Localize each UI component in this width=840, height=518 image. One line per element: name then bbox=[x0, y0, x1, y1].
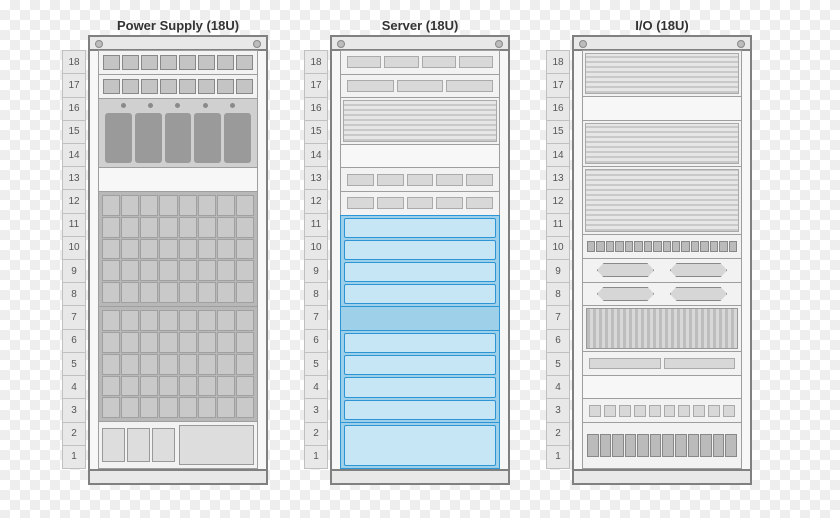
rack-unit-fan-panel bbox=[98, 98, 258, 169]
rack-power: Power Supply (18U) 1234567891011121314151… bbox=[88, 18, 268, 518]
u-label: 6 bbox=[304, 329, 328, 353]
u-label: 6 bbox=[546, 329, 570, 353]
rack-unit-slots bbox=[340, 74, 500, 99]
u-label: 15 bbox=[62, 120, 86, 144]
u-label: 12 bbox=[546, 189, 570, 213]
u-label: 12 bbox=[304, 189, 328, 213]
u-label: 5 bbox=[304, 352, 328, 376]
u-label: 16 bbox=[546, 97, 570, 121]
u-label: 3 bbox=[546, 398, 570, 422]
u-label: 17 bbox=[62, 73, 86, 97]
rack-unit-blank-hi bbox=[340, 306, 500, 331]
u-label: 3 bbox=[62, 398, 86, 422]
u-label: 3 bbox=[304, 398, 328, 422]
u-label: 10 bbox=[304, 236, 328, 260]
u-label-column: 123456789101112131415161718 bbox=[546, 51, 570, 469]
u-label: 7 bbox=[304, 305, 328, 329]
rack-frame: 123456789101112131415161718 bbox=[88, 35, 268, 485]
rack-unit-grid bbox=[98, 191, 258, 307]
u-label: 18 bbox=[546, 50, 570, 74]
u-label: 6 bbox=[62, 329, 86, 353]
u-label: 8 bbox=[62, 282, 86, 306]
rack-frame: 123456789101112131415161718 bbox=[572, 35, 752, 485]
u-label: 7 bbox=[62, 305, 86, 329]
u-label: 11 bbox=[304, 213, 328, 237]
u-label: 4 bbox=[304, 375, 328, 399]
rack-unit-slots bbox=[340, 167, 500, 192]
rack-frame: 123456789101112131415161718 bbox=[330, 35, 510, 485]
u-label: 5 bbox=[546, 352, 570, 376]
u-label: 16 bbox=[62, 97, 86, 121]
rack-io: I/O (18U) 123456789101112131415161718 bbox=[572, 18, 752, 518]
rack-unit-io-line bbox=[582, 282, 742, 307]
u-label: 8 bbox=[304, 282, 328, 306]
u-label: 15 bbox=[304, 120, 328, 144]
u-label: 11 bbox=[62, 213, 86, 237]
u-label: 1 bbox=[546, 445, 570, 469]
u-label: 11 bbox=[546, 213, 570, 237]
u-label: 9 bbox=[546, 259, 570, 283]
rack-title: Power Supply (18U) bbox=[117, 18, 239, 33]
rack-unit-slots bbox=[582, 351, 742, 376]
u-label: 10 bbox=[62, 236, 86, 260]
u-label: 14 bbox=[546, 143, 570, 167]
rack-unit-slots bbox=[340, 50, 500, 75]
rack-title: Server (18U) bbox=[382, 18, 459, 33]
u-label: 2 bbox=[62, 422, 86, 446]
u-label: 1 bbox=[62, 445, 86, 469]
u-label: 2 bbox=[304, 422, 328, 446]
rack-bay bbox=[98, 51, 258, 469]
u-label: 8 bbox=[546, 282, 570, 306]
rack-unit-ports bbox=[582, 234, 742, 259]
u-label: 15 bbox=[546, 120, 570, 144]
u-label: 14 bbox=[304, 143, 328, 167]
u-label: 10 bbox=[546, 236, 570, 260]
rack-unit-ports bbox=[582, 422, 742, 469]
u-label: 5 bbox=[62, 352, 86, 376]
u-label: 13 bbox=[62, 166, 86, 190]
u-label: 9 bbox=[304, 259, 328, 283]
u-label: 4 bbox=[546, 375, 570, 399]
u-label: 13 bbox=[546, 166, 570, 190]
rack-bay bbox=[582, 51, 742, 469]
rack-unit-striped bbox=[582, 166, 742, 236]
rack-title: I/O (18U) bbox=[635, 18, 688, 33]
u-label: 16 bbox=[304, 97, 328, 121]
rack-bay bbox=[340, 51, 500, 469]
rack-unit-striped bbox=[582, 50, 742, 97]
rack-unit-slots bbox=[340, 191, 500, 216]
rack-unit-blank bbox=[582, 375, 742, 400]
rack-unit-blank bbox=[98, 167, 258, 192]
u-label-column: 123456789101112131415161718 bbox=[62, 51, 86, 469]
u-label: 2 bbox=[546, 422, 570, 446]
rack-unit-striped bbox=[582, 120, 742, 167]
u-label: 1 bbox=[304, 445, 328, 469]
u-label: 17 bbox=[304, 73, 328, 97]
u-label: 17 bbox=[546, 73, 570, 97]
u-label: 7 bbox=[546, 305, 570, 329]
u-label: 12 bbox=[62, 189, 86, 213]
rack-unit-storage bbox=[340, 215, 500, 308]
u-label: 18 bbox=[62, 50, 86, 74]
rack-unit-storage bbox=[340, 422, 500, 469]
rack-unit-pdu bbox=[98, 74, 258, 99]
u-label: 9 bbox=[62, 259, 86, 283]
u-label: 4 bbox=[62, 375, 86, 399]
u-label-column: 123456789101112131415161718 bbox=[304, 51, 328, 469]
u-label: 18 bbox=[304, 50, 328, 74]
rack-unit-io-line bbox=[582, 258, 742, 283]
rack-unit-blank bbox=[340, 144, 500, 169]
rack-server: Server (18U) 123456789101112131415161718 bbox=[330, 18, 510, 518]
rack-unit-slots bbox=[582, 398, 742, 423]
rack-unit-pdu bbox=[98, 50, 258, 75]
rack-unit-blank bbox=[582, 96, 742, 121]
rack-diagram: Power Supply (18U)1234567891011121314151… bbox=[0, 0, 840, 518]
u-label: 13 bbox=[304, 166, 328, 190]
u-label: 14 bbox=[62, 143, 86, 167]
rack-unit-striped bbox=[340, 97, 500, 144]
rack-unit-grid bbox=[98, 306, 258, 422]
rack-unit-storage bbox=[340, 330, 500, 423]
rack-unit-bottom-io bbox=[98, 421, 258, 469]
rack-unit-ribbed bbox=[582, 305, 742, 352]
